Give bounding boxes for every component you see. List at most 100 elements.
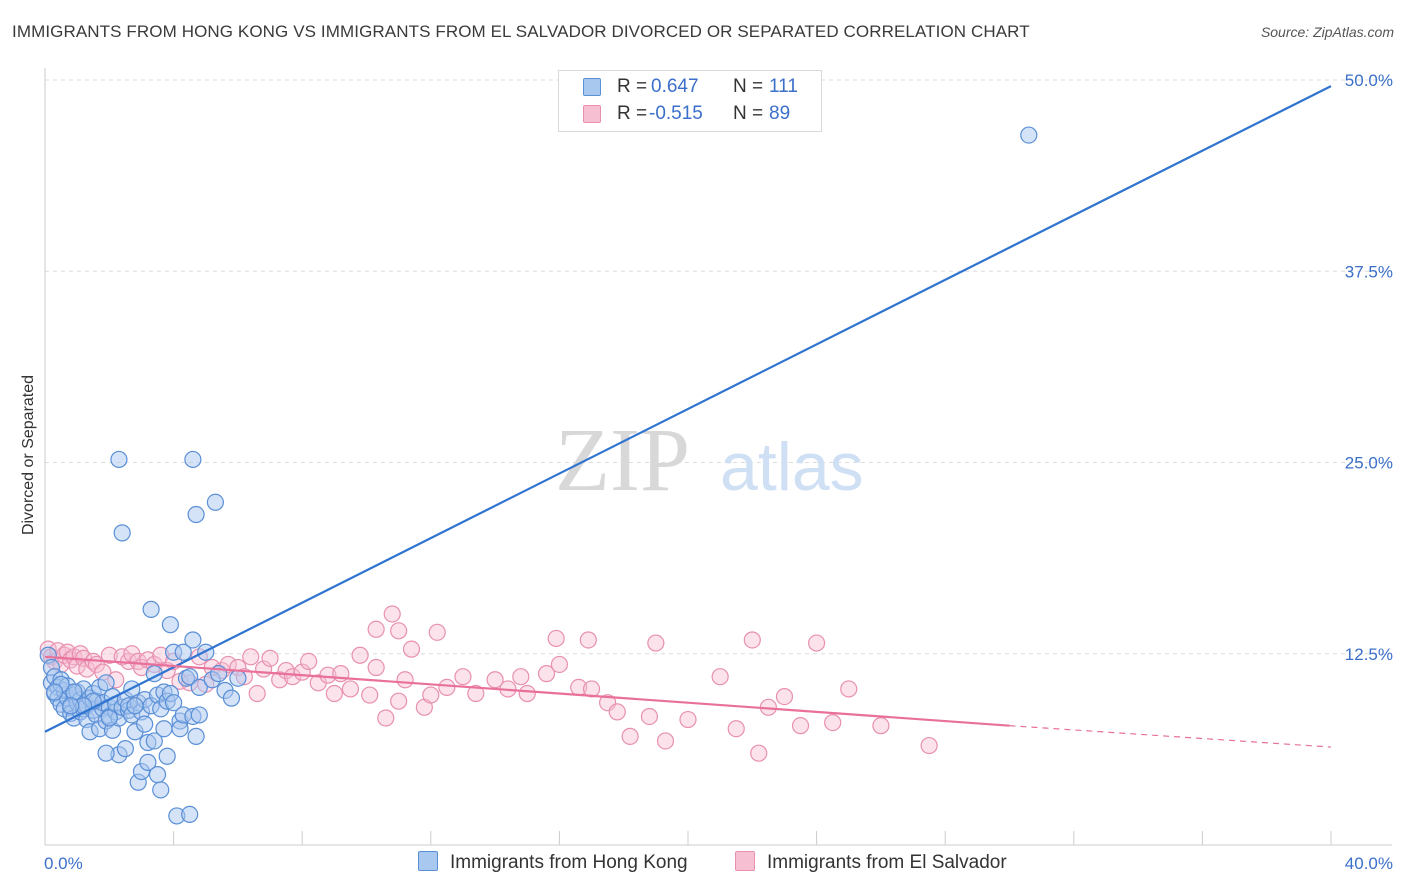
y-tick-label: 37.5% — [1345, 262, 1393, 281]
legend-n-value: 111 — [769, 76, 798, 97]
data-point-el-salvador — [351, 646, 369, 664]
data-point-hong-kong — [161, 616, 179, 634]
bottom-legend-label: Immigrants from Hong Kong — [450, 852, 688, 873]
watermark-atlas: atlas — [720, 429, 864, 505]
data-point-hong-kong — [136, 715, 154, 733]
data-point-hong-kong — [62, 697, 80, 715]
data-point-el-salvador — [341, 680, 360, 698]
data-point-el-salvador — [537, 665, 556, 683]
data-point-el-salvador — [271, 671, 289, 689]
y-tick-label: 12.5% — [1345, 645, 1393, 664]
data-point-el-salvador — [512, 668, 530, 686]
data-point-el-salvador — [261, 649, 279, 667]
data-point-el-salvador — [647, 634, 665, 652]
data-point-el-salvador — [579, 631, 597, 649]
data-point-el-salvador — [396, 671, 414, 689]
data-point-el-salvador — [319, 666, 337, 684]
chart-title: IMMIGRANTS FROM HONG KONG VS IMMIGRANTS … — [12, 22, 1030, 41]
data-point-el-salvador — [679, 710, 697, 729]
data-point-el-salvador — [621, 727, 639, 745]
data-point-el-salvador — [518, 684, 536, 703]
data-point-hong-kong — [181, 668, 199, 686]
bottom-legend-el-salvador: Immigrants from El Salvador — [735, 851, 1007, 874]
data-point-hong-kong — [155, 720, 173, 738]
legend-n-label: N = — [733, 76, 764, 97]
data-point-el-salvador — [807, 634, 826, 652]
data-point-hong-kong — [187, 505, 205, 524]
data-point-hong-kong — [142, 600, 160, 618]
legend-r-label: R = — [617, 76, 648, 97]
trend-line-el-salvador-extension — [1009, 725, 1332, 748]
watermark-zip: ZIP — [555, 411, 690, 510]
tick-labels: 12.5% 25.0% 37.5% 50.0% 0.0% 40.0% — [44, 71, 1393, 873]
data-point-hong-kong — [113, 524, 131, 542]
gridlines — [45, 79, 1392, 655]
data-point-el-salvador — [100, 646, 118, 664]
data-point-hong-kong — [97, 674, 115, 692]
y-tick-label: 25.0% — [1345, 454, 1393, 473]
hong-kong-points — [39, 126, 1038, 825]
data-point-el-salvador — [608, 703, 626, 721]
data-point-hong-kong — [229, 669, 247, 687]
axes — [44, 68, 1392, 846]
data-point-el-salvador — [872, 717, 890, 735]
data-point-hong-kong — [184, 631, 202, 649]
data-point-el-salvador — [402, 640, 421, 658]
data-point-el-salvador — [383, 605, 401, 623]
legend-n-label: N = — [733, 103, 764, 124]
data-point-el-salvador — [283, 668, 302, 686]
data-point-el-salvador — [377, 709, 395, 727]
data-point-hong-kong — [145, 732, 163, 750]
data-point-hong-kong — [174, 643, 192, 661]
data-point-el-salvador — [791, 717, 810, 735]
data-point-hong-kong — [100, 709, 118, 727]
data-point-el-salvador — [390, 622, 408, 640]
data-point-hong-kong — [165, 694, 183, 712]
y-tick-label: 50.0% — [1345, 71, 1393, 90]
data-point-el-salvador — [454, 668, 472, 686]
trend-lines — [44, 85, 1332, 748]
data-point-el-salvador — [71, 645, 89, 663]
data-point-hong-kong — [184, 450, 202, 469]
data-point-el-salvador — [325, 684, 343, 703]
bottom-swatch-hong-kong — [418, 851, 438, 871]
data-point-hong-kong — [126, 697, 144, 715]
data-point-el-salvador — [438, 678, 456, 697]
correlation-legend: R = 0.647 N = 111 R = -0.515 N = 89 — [558, 70, 822, 132]
data-point-el-salvador — [582, 680, 601, 698]
data-point-hong-kong — [181, 805, 199, 824]
data-point-el-salvador — [467, 684, 485, 703]
legend-swatch-el-salvador — [583, 105, 601, 123]
data-point-hong-kong — [206, 493, 224, 511]
data-point-hong-kong — [158, 747, 176, 765]
data-point-hong-kong — [190, 678, 208, 697]
data-point-hong-kong — [190, 706, 208, 724]
bottom-swatch-el-salvador — [735, 851, 755, 871]
legend-r-value: -0.515 — [649, 103, 703, 124]
data-point-hong-kong — [46, 683, 64, 701]
legend-n-value: 89 — [769, 103, 791, 124]
data-point-el-salvador — [248, 684, 266, 703]
trend-line-el-salvador — [44, 655, 1010, 727]
data-point-hong-kong — [1020, 126, 1038, 144]
data-point-el-salvador — [390, 692, 408, 710]
data-point-el-salvador — [640, 707, 659, 726]
data-point-el-salvador — [367, 658, 385, 677]
data-point-el-salvador — [361, 686, 379, 704]
data-point-el-salvador — [840, 680, 858, 698]
data-point-el-salvador — [824, 713, 842, 732]
data-point-el-salvador — [656, 732, 675, 750]
data-point-el-salvador — [550, 655, 569, 674]
data-point-hong-kong — [148, 766, 167, 784]
source-label: Source: ZipAtlas.com — [1260, 24, 1394, 40]
data-point-el-salvador — [775, 687, 794, 706]
data-point-hong-kong — [139, 753, 157, 771]
data-point-el-salvador — [547, 629, 565, 648]
data-point-hong-kong — [187, 727, 205, 745]
data-point-el-salvador — [242, 648, 260, 666]
data-point-hong-kong — [116, 740, 134, 758]
data-point-hong-kong — [152, 781, 170, 799]
data-point-el-salvador — [711, 668, 729, 686]
legend-r-value: 0.647 — [651, 76, 699, 97]
data-point-el-salvador — [367, 620, 385, 638]
